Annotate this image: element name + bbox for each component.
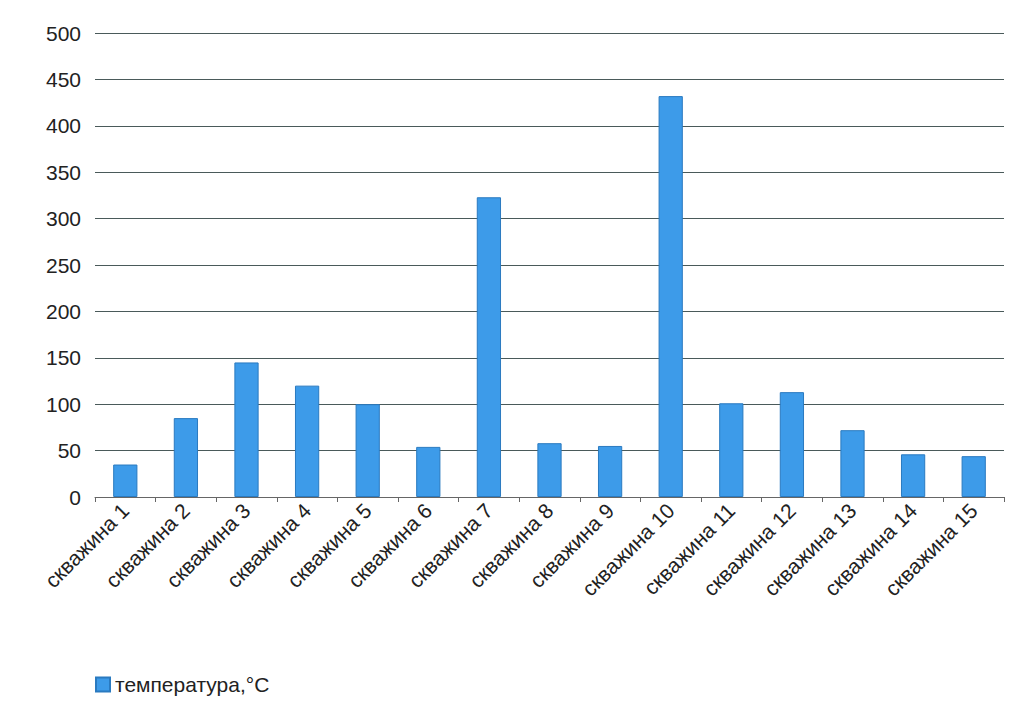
svg-text:скважина 12: скважина 12 bbox=[698, 498, 800, 601]
svg-text:скважина 8: скважина 8 bbox=[464, 498, 558, 593]
svg-text:скважина 1: скважина 1 bbox=[40, 498, 134, 593]
svg-text:скважина 14: скважина 14 bbox=[819, 498, 922, 601]
svg-text:300: 300 bbox=[46, 207, 81, 230]
svg-text:скважина 15: скважина 15 bbox=[880, 499, 981, 600]
svg-text:скважина 4: скважина 4 bbox=[222, 498, 316, 593]
svg-text:500: 500 bbox=[46, 22, 81, 45]
svg-text:400: 400 bbox=[46, 114, 81, 137]
svg-text:50: 50 bbox=[58, 439, 81, 462]
svg-text:скважина 7: скважина 7 bbox=[403, 498, 497, 593]
svg-text:350: 350 bbox=[46, 161, 81, 184]
svg-text:0: 0 bbox=[69, 486, 81, 509]
svg-text:скважина 10: скважина 10 bbox=[577, 498, 679, 601]
svg-text:скважина 2: скважина 2 bbox=[100, 498, 194, 593]
svg-text:450: 450 bbox=[46, 68, 81, 91]
svg-text:скважина 9: скважина 9 bbox=[525, 498, 619, 593]
svg-text:скважина 6: скважина 6 bbox=[343, 498, 437, 593]
svg-text:150: 150 bbox=[46, 346, 81, 369]
svg-text:скважина 5: скважина 5 bbox=[282, 498, 376, 593]
svg-text:200: 200 bbox=[46, 300, 81, 323]
svg-text:100: 100 bbox=[46, 393, 81, 416]
svg-text:скважина 13: скважина 13 bbox=[759, 498, 861, 601]
svg-text:температура,°C: температура,°C bbox=[115, 673, 269, 696]
svg-text:250: 250 bbox=[46, 254, 81, 277]
svg-text:скважина 3: скважина 3 bbox=[161, 498, 255, 593]
svg-text:скважина 11: скважина 11 bbox=[639, 498, 740, 600]
